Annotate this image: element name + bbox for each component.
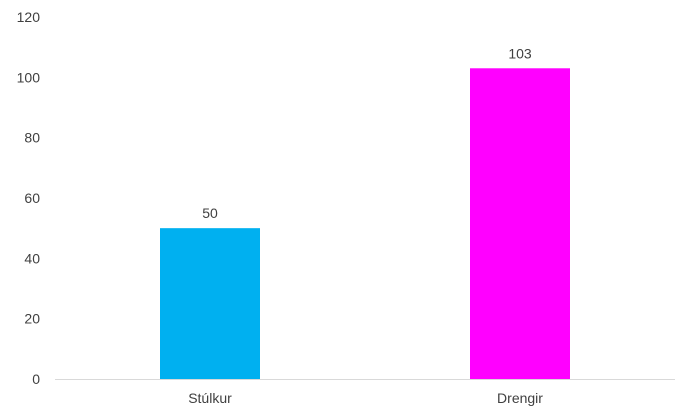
bar-0: [160, 228, 260, 379]
y-tick-label: 100: [17, 69, 41, 85]
data-label: 103: [508, 45, 532, 61]
x-category-label: Stúlkur: [188, 390, 232, 406]
data-labels: 50 103: [202, 45, 532, 221]
y-tick-label: 120: [17, 9, 41, 25]
bar-1: [470, 68, 570, 380]
y-tick-label: 40: [24, 250, 40, 266]
y-tick-label: 20: [24, 311, 40, 327]
bars: [160, 68, 570, 380]
x-category-label: Drengir: [497, 390, 543, 406]
y-axis-ticks: 0 20 40 60 80 100 120: [17, 9, 41, 387]
x-axis-category-labels: Stúlkur Drengir: [188, 390, 543, 406]
y-tick-label: 0: [32, 371, 40, 387]
data-label: 50: [202, 205, 218, 221]
y-tick-label: 60: [24, 190, 40, 206]
y-tick-label: 80: [24, 130, 40, 146]
